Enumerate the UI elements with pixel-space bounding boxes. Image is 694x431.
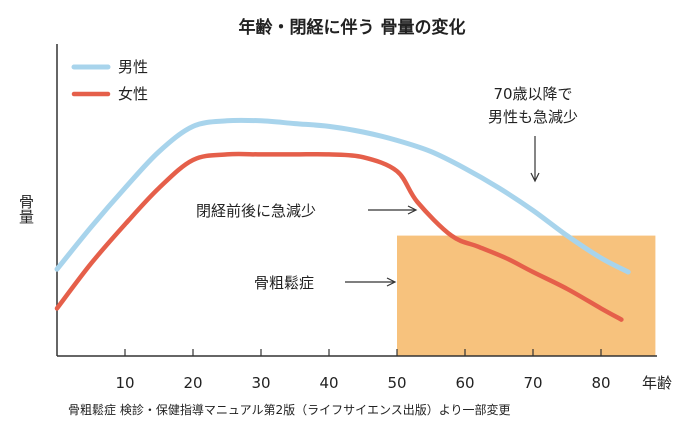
x-tick-label: 70 — [523, 374, 542, 392]
x-tick-label: 10 — [115, 374, 134, 392]
series-line-female — [54, 151, 624, 322]
osteoporosis-region — [397, 235, 656, 356]
arrow-osteoporosis — [345, 277, 397, 287]
x-tick-label: 40 — [319, 374, 338, 392]
source-note: 骨粗鬆症 検診・保健指導マニュアル第2版（ライフサイエンス出版）より一部変更 — [68, 402, 511, 417]
x-axis-label: 年齢 — [642, 374, 672, 392]
x-tick-label: 50 — [387, 374, 406, 392]
annotation-after70-line2: 男性も急減少 — [488, 108, 578, 126]
annotation-after70-line1: 70歳以降で — [493, 85, 572, 103]
x-axis-ticks: 10 20 30 40 50 60 70 80 — [115, 349, 611, 392]
legend-label-female: 女性 — [118, 85, 148, 103]
x-tick-label: 60 — [455, 374, 474, 392]
x-tick-label: 30 — [251, 374, 270, 392]
series-line-male — [54, 117, 631, 275]
y-axis-label: 骨量 — [17, 194, 35, 224]
arrow-menopause — [368, 205, 418, 215]
chart-title: 年齢・閉経に伴う 骨量の変化 — [239, 17, 466, 38]
legend: 男性 女性 — [71, 58, 148, 103]
x-tick-label: 80 — [591, 374, 610, 392]
x-tick-label: 20 — [183, 374, 202, 392]
annotation-menopause: 閉経前後に急減少 — [196, 202, 316, 220]
arrow-after70 — [530, 136, 540, 183]
region-label: 骨粗鬆症 — [254, 274, 314, 292]
legend-label-male: 男性 — [118, 58, 148, 76]
